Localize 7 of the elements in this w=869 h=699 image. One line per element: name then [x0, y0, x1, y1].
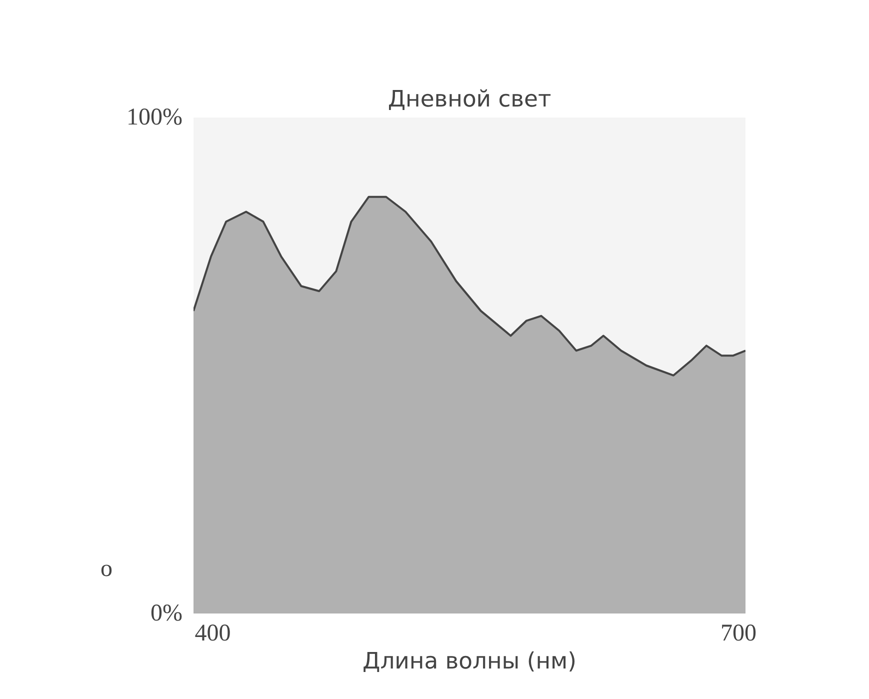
y-tick-label: 0%: [150, 600, 183, 626]
text: o: [100, 556, 112, 582]
x-axis-title: Длина волны (нм): [362, 648, 576, 674]
chart-title: Дневной свет: [388, 86, 552, 112]
x-tick-label: 700: [720, 620, 756, 646]
y-tick-label: 100%: [126, 104, 183, 130]
x-tick-label: 400: [194, 620, 231, 646]
